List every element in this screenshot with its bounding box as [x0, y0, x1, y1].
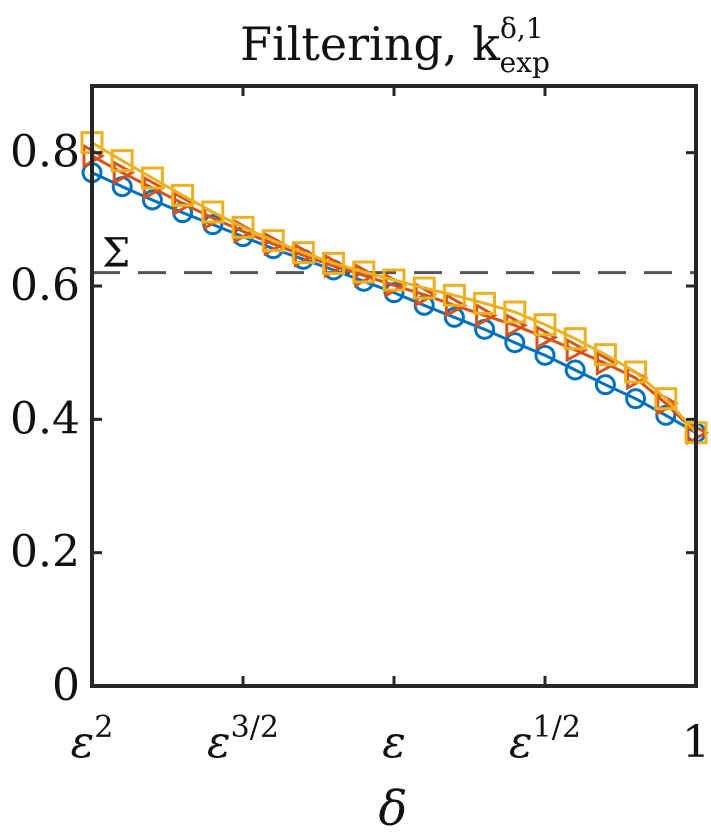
data-point	[293, 242, 317, 268]
data-point	[593, 343, 617, 367]
chart-title: Filtering, kδ,1 exp	[240, 12, 550, 79]
chart-title-main: Filtering, k	[240, 17, 501, 71]
data-point	[505, 312, 528, 338]
series-line	[91, 171, 697, 434]
y-tick-label: 0.6	[10, 260, 80, 311]
data-point	[140, 166, 164, 190]
x-tick-label: ε3/2	[207, 710, 279, 768]
data-point	[231, 215, 255, 239]
data-point	[533, 313, 557, 337]
data-point	[112, 160, 136, 186]
x-tick-label: ε2	[71, 710, 114, 768]
data-point	[173, 190, 196, 216]
series-square	[80, 131, 708, 445]
data-point	[201, 200, 225, 224]
data-point	[354, 262, 377, 288]
data-point	[563, 327, 587, 351]
data-point	[324, 253, 347, 279]
x-tick-label: 1	[682, 717, 710, 768]
data-point	[322, 251, 346, 275]
data-point	[594, 374, 616, 396]
x-tick-label: ε	[382, 717, 406, 768]
x-tick-label: ε1/2	[509, 710, 581, 768]
ticks-layer	[90, 86, 698, 688]
x-axis-label: δ	[379, 781, 408, 836]
y-tick-label: 0.4	[10, 393, 80, 444]
data-point	[382, 268, 406, 292]
data-point	[442, 283, 466, 307]
data-point	[625, 388, 647, 410]
y-tick-labels: 0 0.2 0.4 0.6 0.8	[10, 127, 80, 711]
data-point	[473, 291, 497, 315]
chart-title-subscript: exp	[500, 46, 550, 79]
data-point	[475, 302, 498, 328]
x-tick-labels: ε2 ε3/2 ε ε1/2 1	[71, 710, 710, 768]
data-point	[534, 344, 556, 366]
y-tick-label: 0.2	[10, 527, 80, 578]
reference-line-label: Σ	[102, 231, 130, 277]
data-point	[110, 149, 134, 173]
chart-title-superscript: δ,1	[500, 12, 544, 45]
data-point	[171, 183, 195, 207]
data-point	[261, 229, 285, 253]
data-point	[504, 332, 526, 354]
data-point	[654, 387, 678, 411]
y-tick-label: 0.8	[10, 127, 80, 178]
data-point	[291, 241, 315, 265]
y-tick-label: 0	[52, 660, 80, 711]
data-point	[352, 260, 376, 284]
data-point	[412, 276, 436, 300]
data-point	[263, 231, 287, 257]
series-layer	[80, 131, 710, 446]
data-point	[535, 324, 559, 350]
data-point	[564, 359, 586, 381]
data-point	[503, 300, 527, 324]
data-point	[624, 360, 648, 384]
